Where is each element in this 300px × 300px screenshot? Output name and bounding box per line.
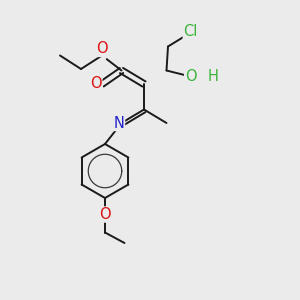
Text: O: O [185,69,196,84]
Text: O: O [99,207,111,222]
Text: H: H [208,69,218,84]
Text: Cl: Cl [183,24,198,39]
Text: O: O [96,41,108,56]
Text: N: N [114,116,124,130]
Text: O: O [90,76,102,92]
